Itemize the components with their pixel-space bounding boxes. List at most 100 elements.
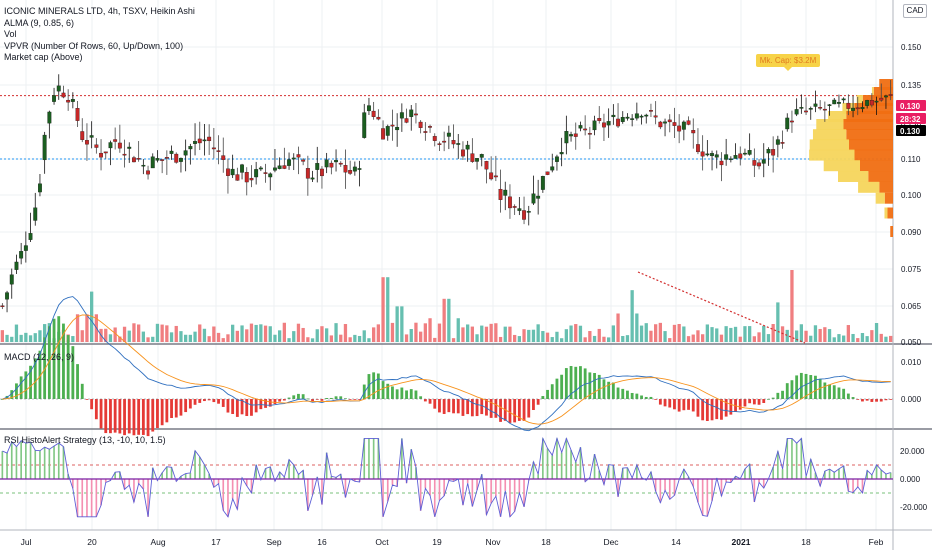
macd-histogram-bar[interactable]	[43, 337, 47, 399]
candle-body[interactable]	[103, 151, 108, 154]
macd-histogram-bar[interactable]	[344, 398, 347, 400]
candle-body[interactable]	[540, 176, 545, 190]
volume-bar[interactable]	[874, 322, 879, 342]
macd-histogram-bar[interactable]	[15, 383, 18, 399]
volume-bar[interactable]	[475, 334, 479, 342]
volume-bar[interactable]	[701, 334, 705, 342]
macd-histogram-bar[interactable]	[762, 399, 766, 403]
candle-body[interactable]	[136, 158, 141, 160]
macd-histogram-bar[interactable]	[419, 396, 423, 399]
macd-histogram-bar[interactable]	[47, 326, 51, 399]
candle-body[interactable]	[696, 144, 700, 153]
volume-bar[interactable]	[240, 325, 244, 342]
volume-bar[interactable]	[503, 326, 507, 342]
volume-bar[interactable]	[865, 336, 869, 342]
volume-bar[interactable]	[409, 329, 413, 342]
candle-body[interactable]	[456, 143, 461, 145]
macd-histogram-bar[interactable]	[235, 399, 239, 417]
candle-body[interactable]	[484, 161, 489, 170]
volume-bar[interactable]	[827, 329, 832, 342]
macd-histogram-bar[interactable]	[536, 399, 540, 405]
volume-bar[interactable]	[804, 330, 808, 342]
candle-body[interactable]	[338, 162, 343, 165]
macd-histogram-bar[interactable]	[188, 399, 192, 409]
macd-histogram-bar[interactable]	[738, 399, 742, 410]
macd-histogram-bar[interactable]	[334, 396, 338, 399]
volume-bar[interactable]	[771, 324, 775, 342]
macd-histogram-bar[interactable]	[226, 399, 230, 413]
candle-body[interactable]	[766, 149, 771, 154]
volume-profile-down[interactable]	[890, 226, 893, 237]
volume-bar[interactable]	[216, 332, 221, 342]
macd-histogram-bar[interactable]	[658, 399, 662, 405]
candle-body[interactable]	[860, 107, 865, 110]
candle-body[interactable]	[799, 107, 804, 109]
candle-body[interactable]	[56, 85, 61, 92]
volume-bar[interactable]	[263, 325, 268, 342]
macd-histogram-bar[interactable]	[846, 393, 850, 399]
candle-body[interactable]	[611, 114, 616, 118]
macd-histogram-bar[interactable]	[461, 399, 465, 416]
macd-histogram-bar[interactable]	[113, 399, 117, 433]
candle-body[interactable]	[268, 173, 273, 178]
candle-body[interactable]	[14, 261, 19, 270]
macd-histogram-bar[interactable]	[348, 399, 352, 400]
macd-histogram-bar[interactable]	[376, 373, 380, 399]
volume-bar[interactable]	[616, 313, 620, 342]
volume-bar[interactable]	[245, 329, 249, 342]
macd-histogram-bar[interactable]	[644, 396, 648, 399]
volume-bar[interactable]	[860, 333, 865, 342]
volume-bar[interactable]	[738, 336, 742, 342]
macd-histogram-bar[interactable]	[823, 382, 827, 399]
volume-bar[interactable]	[127, 330, 131, 342]
volume-bar[interactable]	[809, 335, 813, 342]
candle-body[interactable]	[108, 142, 113, 149]
candle-body[interactable]	[512, 206, 517, 208]
candle-body[interactable]	[446, 132, 451, 137]
macd-histogram-bar[interactable]	[137, 399, 141, 435]
macd-histogram-bar[interactable]	[109, 399, 112, 434]
macd-histogram-bar[interactable]	[705, 399, 709, 422]
volume-bar[interactable]	[846, 325, 850, 342]
volume-bar[interactable]	[550, 337, 554, 342]
macd-histogram-bar[interactable]	[785, 383, 789, 399]
legend-vol[interactable]: Vol	[4, 29, 17, 39]
macd-histogram-bar[interactable]	[861, 399, 864, 402]
macd-histogram-bar[interactable]	[33, 358, 37, 399]
candle-body[interactable]	[202, 139, 207, 142]
volume-bar[interactable]	[174, 325, 178, 342]
candle-body[interactable]	[818, 107, 823, 109]
macd-histogram-bar[interactable]	[240, 399, 244, 415]
volume-profile-up[interactable]	[871, 87, 874, 98]
macd-histogram-bar[interactable]	[405, 390, 408, 399]
volume-bar[interactable]	[729, 327, 733, 342]
macd-histogram-bar[interactable]	[889, 399, 893, 400]
candle-body[interactable]	[822, 108, 827, 111]
volume-bar[interactable]	[404, 334, 409, 342]
macd-histogram-bar[interactable]	[710, 399, 714, 421]
volume-bar[interactable]	[555, 331, 559, 342]
candle-body[interactable]	[94, 144, 99, 148]
macd-histogram-bar[interactable]	[649, 396, 653, 399]
candle-body[interactable]	[691, 130, 696, 134]
volume-profile-up[interactable]	[838, 171, 869, 182]
macd-histogram-bar[interactable]	[71, 346, 75, 399]
volume-bar[interactable]	[654, 324, 658, 342]
candle-body[interactable]	[771, 149, 776, 156]
macd-histogram-bar[interactable]	[856, 399, 860, 400]
candle-body[interactable]	[884, 95, 888, 98]
macd-histogram-bar[interactable]	[870, 399, 874, 402]
signal-line[interactable]	[2, 314, 891, 425]
macd-histogram-bar[interactable]	[832, 385, 836, 399]
macd-histogram-bar[interactable]	[38, 350, 42, 399]
volume-bar[interactable]	[348, 337, 352, 342]
macd-histogram-bar[interactable]	[828, 384, 831, 399]
volume-bar[interactable]	[75, 314, 80, 342]
volume-bar[interactable]	[489, 323, 493, 342]
macd-histogram-bar[interactable]	[508, 399, 512, 423]
volume-profile-up[interactable]	[809, 139, 849, 151]
volume-bar[interactable]	[578, 325, 583, 342]
candle-body[interactable]	[33, 207, 38, 221]
candle-body[interactable]	[757, 162, 761, 167]
candle-body[interactable]	[146, 170, 150, 175]
